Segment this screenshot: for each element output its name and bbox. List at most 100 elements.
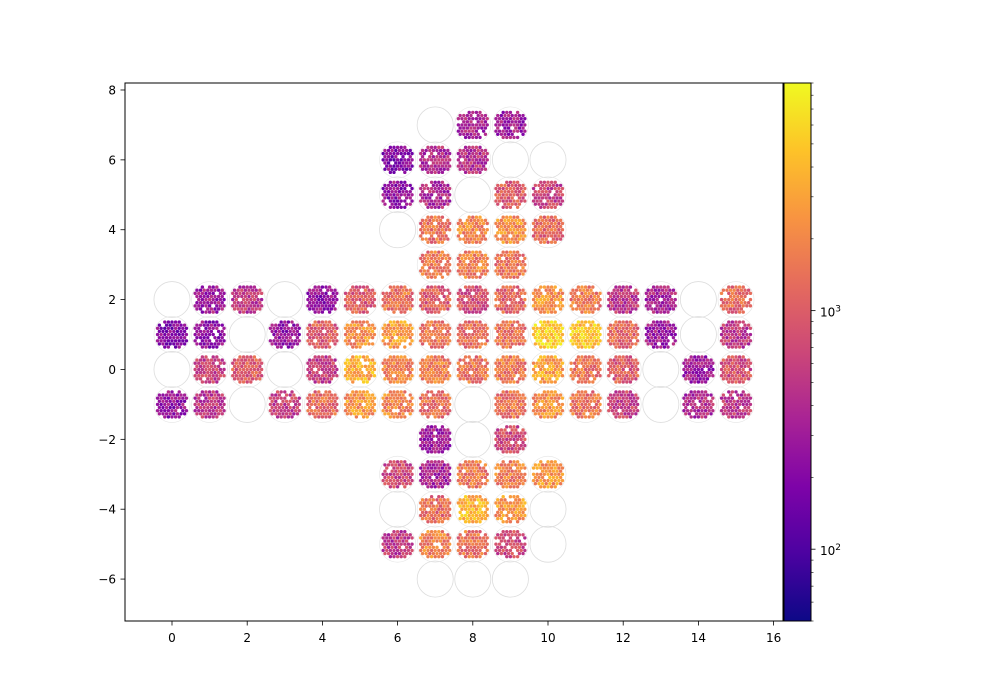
pixel-point bbox=[480, 148, 484, 153]
pixel-point bbox=[723, 339, 727, 343]
plot-background bbox=[125, 83, 783, 621]
pixel-point bbox=[345, 301, 350, 305]
pixel-point bbox=[444, 408, 448, 413]
pixel-point bbox=[428, 463, 432, 467]
pixel-point bbox=[485, 116, 489, 121]
pixel-point bbox=[249, 310, 253, 314]
pixel-point bbox=[548, 231, 552, 235]
pixel-point bbox=[365, 297, 369, 302]
pixel-point bbox=[721, 329, 726, 334]
pixel-point bbox=[469, 307, 473, 311]
pixel-point bbox=[442, 469, 446, 473]
pixel-point bbox=[200, 408, 205, 413]
pixel-point bbox=[506, 307, 511, 311]
pixel-point bbox=[721, 399, 726, 403]
pixel-point bbox=[458, 288, 462, 292]
pixel-point bbox=[293, 326, 298, 330]
pixel-point bbox=[745, 326, 749, 330]
pixel-point bbox=[408, 161, 412, 165]
pixel-point bbox=[651, 320, 656, 324]
pixel-point bbox=[460, 262, 464, 267]
pixel-point bbox=[578, 412, 582, 416]
pixel-point bbox=[274, 412, 278, 416]
pixel-point bbox=[438, 224, 443, 229]
pixel-point bbox=[238, 304, 242, 308]
pixel-point bbox=[741, 339, 745, 343]
pixel-point bbox=[471, 228, 475, 232]
pixel-point bbox=[347, 402, 351, 407]
pixel-point bbox=[515, 466, 520, 470]
pixel-point bbox=[335, 339, 339, 343]
pixel-point bbox=[499, 342, 504, 346]
pixel-point bbox=[709, 399, 713, 403]
pixel-point bbox=[259, 361, 264, 365]
pixel-point bbox=[737, 304, 742, 308]
pixel-point bbox=[161, 412, 165, 416]
pixel-point bbox=[496, 405, 500, 410]
pixel-point bbox=[295, 323, 300, 327]
pixel-point bbox=[442, 399, 446, 403]
pixel-point bbox=[519, 262, 523, 267]
pixel-point bbox=[496, 253, 500, 257]
pixel-point bbox=[293, 408, 298, 413]
pixel-point bbox=[533, 231, 538, 235]
pixel-point bbox=[419, 304, 423, 308]
pixel-point bbox=[204, 320, 208, 324]
pixel-point bbox=[429, 472, 434, 476]
pixel-point bbox=[700, 415, 704, 419]
pixel-point bbox=[591, 380, 595, 384]
pixel-point bbox=[510, 202, 514, 206]
pixel-point bbox=[306, 326, 310, 330]
pixel-point bbox=[582, 393, 586, 397]
pixel-point bbox=[719, 367, 724, 372]
pixel-point bbox=[216, 377, 221, 381]
pixel-point bbox=[442, 161, 446, 165]
pixel-point bbox=[447, 221, 452, 226]
pixel-point bbox=[589, 301, 593, 305]
pixel-point bbox=[467, 170, 471, 175]
pixel-point bbox=[703, 355, 708, 359]
pixel-point bbox=[628, 374, 633, 378]
pixel-point bbox=[533, 237, 538, 241]
pixel-point bbox=[345, 399, 350, 403]
pixel-point bbox=[220, 288, 224, 292]
pixel-point bbox=[521, 463, 525, 467]
pixel-point bbox=[327, 355, 332, 359]
pixel-point bbox=[442, 167, 446, 171]
pixel-point bbox=[458, 335, 462, 340]
pixel-point bbox=[320, 396, 325, 400]
pixel-point bbox=[508, 304, 513, 308]
pixel-point bbox=[741, 402, 745, 407]
pixel-point bbox=[322, 370, 326, 375]
pixel-point bbox=[560, 374, 565, 378]
pixel-point bbox=[596, 399, 600, 403]
pixel-point bbox=[497, 437, 502, 442]
pixel-point bbox=[515, 443, 520, 448]
pixel-point bbox=[177, 402, 181, 407]
pixel-point bbox=[360, 377, 364, 381]
pixel-point bbox=[399, 285, 403, 289]
pixel-point bbox=[444, 304, 448, 308]
pixel-point bbox=[553, 374, 557, 378]
pixel-point bbox=[431, 463, 436, 467]
pixel-point bbox=[614, 380, 618, 384]
pixel-point bbox=[503, 259, 507, 264]
pixel-point bbox=[315, 288, 319, 292]
pixel-point bbox=[501, 221, 505, 226]
pixel-point bbox=[390, 329, 394, 334]
pixel-point bbox=[557, 402, 561, 407]
pixel-point bbox=[385, 291, 389, 296]
pixel-point bbox=[465, 167, 470, 171]
pixel-point bbox=[497, 199, 502, 203]
pixel-point bbox=[419, 151, 423, 156]
pixel-point bbox=[383, 405, 387, 410]
pixel-point bbox=[472, 301, 477, 305]
pixel-point bbox=[259, 297, 264, 302]
pixel-point bbox=[322, 358, 326, 362]
pixel-point bbox=[483, 272, 488, 276]
pixel-point bbox=[395, 180, 400, 184]
module-outline bbox=[642, 316, 680, 353]
pixel-point bbox=[367, 323, 371, 327]
pixel-point bbox=[687, 399, 692, 403]
pixel-point bbox=[485, 262, 489, 267]
